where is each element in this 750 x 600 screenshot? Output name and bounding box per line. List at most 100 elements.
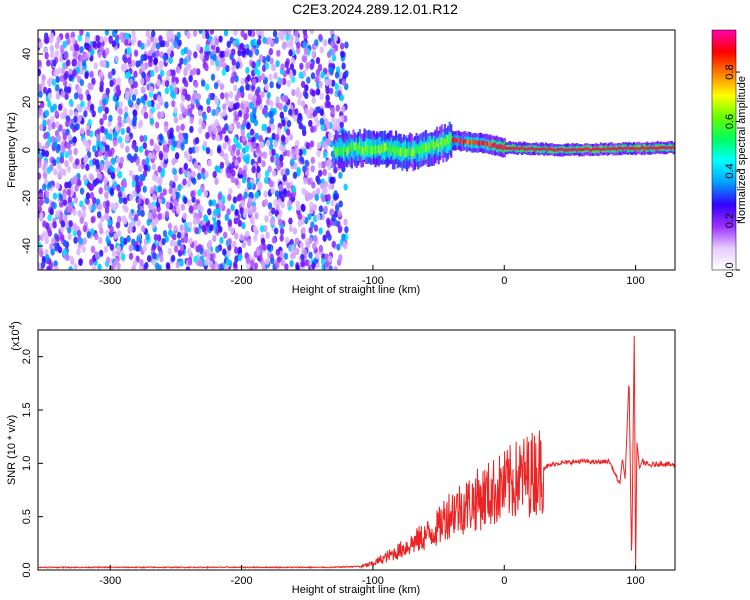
spectrogram-noise-cell	[242, 119, 247, 127]
spectrogram-noise-cell	[288, 217, 293, 225]
spectrogram-noise-cell	[300, 253, 305, 261]
spectrogram-noise-cell	[56, 134, 62, 143]
spectrogram-noise-cell	[292, 227, 298, 235]
spectrogram-noise-cell	[338, 200, 343, 208]
spectrogram-noise-cell	[41, 74, 46, 82]
spectrogram-noise-cell	[87, 82, 92, 90]
spectrogram-noise-cell	[138, 179, 143, 188]
spectrogram-noise-cell	[125, 145, 130, 153]
spectrogram-noise-cell	[173, 174, 179, 182]
spectrogram-noise-cell	[69, 255, 74, 263]
spectrogram-noise-cell	[63, 107, 68, 115]
spectrogram-noise-cell	[322, 168, 327, 177]
spectrogram-noise-cell	[162, 144, 168, 152]
spectrogram-noise-cell	[318, 244, 324, 253]
spectrogram-noise-cell	[50, 248, 55, 256]
spectrogram-signal-cell	[573, 147, 576, 151]
spectrogram-noise-cell	[124, 134, 130, 142]
spectrogram-noise-cell	[179, 259, 184, 267]
spectrogram-noise-cell	[191, 93, 197, 102]
spectrogram-x-axis-title: Height of straight line (km)	[292, 284, 420, 296]
spectrogram-noise-cell	[279, 154, 284, 162]
spectrogram-noise-cell	[198, 118, 203, 126]
spectrogram-noise-cell	[116, 184, 121, 192]
spectrogram-noise-cell	[92, 40, 97, 49]
spectrogram-noise-cell	[70, 177, 76, 185]
spectrogram-noise-cell	[65, 128, 70, 136]
spectrogram-noise-cell	[326, 121, 331, 129]
spectrogram-noise-cell	[38, 83, 43, 91]
spectrogram-noise-cell	[79, 79, 85, 87]
spectrogram-noise-cell	[50, 135, 56, 143]
spectrogram-noise-cell	[318, 33, 323, 42]
spectrogram-noise-cell	[295, 47, 301, 55]
spectrogram-signal-cell	[365, 142, 368, 151]
spectrogram-signal-cell	[368, 144, 371, 153]
spectrogram-noise-cell	[202, 140, 208, 148]
spectrogram-noise-cell	[183, 80, 189, 88]
spectrogram-noise-cell	[313, 115, 319, 124]
spectrogram-signal-cell	[497, 144, 500, 150]
spectrogram-noise-cell	[180, 123, 185, 131]
spectrogram-noise-cell	[269, 81, 274, 89]
spectrogram-noise-cell	[51, 78, 57, 86]
spectrogram-noise-cell	[147, 49, 153, 58]
spectrogram-noise-cell	[343, 183, 348, 191]
spectrogram-noise-cell	[132, 36, 137, 44]
spectrogram-noise-cell	[262, 36, 267, 44]
spectrogram-signal-cell	[424, 142, 428, 152]
spectrogram-noise-cell	[45, 190, 50, 198]
spectrogram-noise-cell	[193, 51, 198, 59]
spectrogram-signal-cell	[610, 146, 614, 150]
spectrogram-noise-cell	[149, 117, 154, 125]
spectrogram-noise-cell	[251, 166, 256, 174]
spectrogram-signal-cell	[390, 147, 393, 157]
spectrogram-noise-cell	[247, 181, 252, 189]
spectrogram-noise-cell	[268, 143, 274, 151]
spectrogram-noise-cell	[38, 198, 44, 207]
spectrogram-noise-cell	[42, 119, 47, 127]
spectrogram-noise-cell	[319, 108, 325, 116]
spectrogram-x-ticks: -300 -200 -100 0 100	[99, 265, 645, 287]
spectrogram-noise-cell	[212, 170, 217, 179]
spectrogram-noise-cell	[331, 214, 336, 222]
svg-text:(x104): (x104)	[8, 321, 22, 351]
spectrogram-noise-cell	[139, 135, 144, 143]
spectrogram-noise-cell	[108, 114, 113, 122]
spectrogram-noise-cell	[201, 79, 206, 87]
spectrogram-noise-cell	[193, 239, 198, 248]
spectrogram-noise-cell	[78, 237, 84, 245]
spectrogram-noise-cell	[117, 171, 123, 179]
spectrogram-noise-cell	[318, 169, 323, 177]
spectrogram-noise-cell	[44, 141, 50, 149]
x-tick-label: 100	[626, 275, 644, 287]
spectrogram-noise-cell	[57, 103, 63, 111]
spectrogram-noise-cell	[64, 151, 69, 159]
spectrogram-noise-cell	[164, 210, 170, 219]
spectrogram-noise-cell	[334, 83, 339, 91]
spectrogram-noise-cell	[300, 80, 306, 89]
spectrogram-noise-cell	[142, 185, 147, 193]
spectrogram-noise-cell	[104, 150, 109, 158]
spectrogram-noise-cell	[42, 86, 48, 94]
colorbar: 0.0 0.2 0.4 0.6 0.8 Normalized spectral ampl…	[711, 29, 748, 278]
spectrogram-noise-cell	[301, 226, 306, 234]
spectrogram-noise-cell	[275, 60, 280, 68]
spectrogram-signal-cell	[388, 143, 391, 152]
spectrogram-noise-cell	[222, 248, 227, 256]
spectrogram-noise-cell	[179, 244, 185, 252]
spectrogram-noise-cell	[254, 132, 260, 140]
spectrogram-signal-cell	[552, 148, 555, 152]
spectrogram-noise-cell	[240, 90, 245, 99]
spectrogram-noise-cell	[233, 30, 238, 35]
spectrogram-signal-cell	[584, 147, 587, 151]
spectrogram-signal-cell	[650, 145, 653, 149]
spectrogram-noise-cell	[53, 265, 59, 270]
spectrogram-noise-cell	[94, 232, 99, 241]
spectrogram-noise-cell	[158, 176, 163, 184]
spectrogram-noise-cell	[296, 203, 301, 211]
spectrogram-noise-cell	[67, 206, 73, 214]
spectrogram-noise-cell	[263, 198, 269, 207]
spectrogram-noise-cell	[224, 153, 229, 161]
spectrogram-signal-cell	[500, 144, 503, 150]
